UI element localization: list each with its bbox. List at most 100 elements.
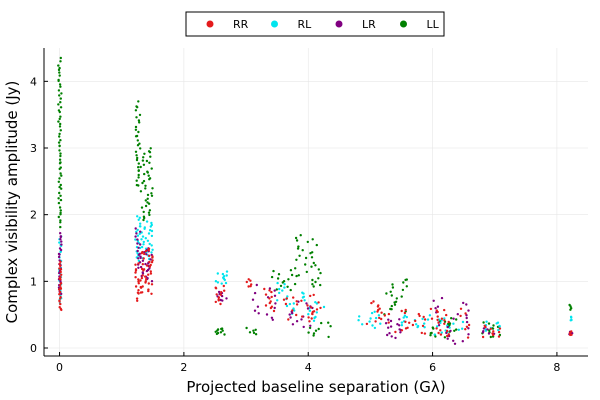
- data-point: [373, 326, 377, 330]
- data-point: [142, 257, 145, 260]
- data-point: [387, 318, 390, 321]
- data-point: [277, 273, 281, 276]
- data-point: [289, 288, 292, 292]
- data-point: [148, 260, 151, 264]
- data-point: [217, 290, 221, 294]
- data-point: [58, 267, 61, 270]
- data-point: [423, 318, 427, 321]
- data-point: [420, 331, 423, 335]
- data-point: [426, 318, 430, 321]
- data-point: [436, 315, 439, 318]
- data-point: [405, 278, 408, 281]
- data-point: [415, 323, 418, 326]
- data-point: [254, 328, 257, 331]
- data-point: [139, 230, 142, 233]
- data-point: [150, 223, 153, 227]
- data-point: [224, 281, 228, 285]
- data-point: [447, 320, 450, 324]
- data-point: [252, 329, 255, 332]
- data-point: [150, 280, 154, 283]
- data-point: [268, 287, 272, 290]
- data-point: [265, 313, 269, 316]
- data-point: [217, 296, 221, 299]
- data-point: [309, 294, 312, 298]
- data-point: [417, 312, 420, 316]
- data-point: [137, 257, 140, 260]
- data-point: [300, 318, 303, 321]
- data-point: [291, 323, 295, 326]
- data-point: [257, 312, 260, 315]
- data-point: [134, 150, 138, 153]
- data-point: [57, 141, 61, 144]
- data-point: [135, 134, 139, 138]
- data-point: [141, 263, 144, 266]
- data-point: [142, 179, 146, 183]
- data-point: [275, 288, 278, 291]
- data-point: [370, 311, 374, 315]
- data-point: [317, 268, 320, 271]
- data-point: [443, 336, 447, 339]
- data-point: [428, 314, 432, 317]
- data-point: [314, 315, 317, 319]
- data-point: [570, 333, 573, 336]
- data-point: [57, 64, 60, 67]
- data-point: [144, 199, 147, 202]
- data-point: [489, 335, 492, 339]
- data-point: [149, 155, 152, 158]
- data-point: [311, 251, 314, 254]
- data-point: [279, 284, 283, 288]
- data-point: [430, 317, 434, 320]
- data-point: [141, 181, 144, 185]
- data-point: [372, 300, 375, 303]
- data-point: [59, 154, 62, 158]
- data-point: [136, 238, 139, 241]
- data-point: [295, 274, 298, 278]
- data-point: [297, 274, 300, 277]
- data-point: [357, 319, 360, 322]
- data-point: [57, 89, 61, 92]
- data-point: [143, 172, 146, 176]
- data-point: [276, 277, 280, 280]
- data-point: [136, 139, 139, 142]
- data-point: [288, 302, 292, 306]
- data-point: [391, 283, 394, 286]
- data-point: [59, 129, 62, 132]
- data-point: [148, 161, 151, 164]
- data-point: [58, 66, 61, 70]
- data-point: [295, 313, 298, 317]
- data-point: [60, 240, 63, 243]
- data-point: [358, 315, 361, 318]
- data-point: [310, 317, 313, 320]
- data-point: [59, 260, 62, 263]
- data-point: [269, 300, 272, 303]
- data-point: [59, 295, 62, 299]
- data-point: [295, 320, 299, 323]
- data-point: [59, 225, 62, 229]
- data-point: [390, 335, 393, 338]
- data-point: [135, 179, 138, 182]
- data-point: [146, 239, 150, 242]
- data-point: [58, 149, 61, 152]
- data-point: [297, 245, 300, 248]
- data-point: [216, 281, 220, 284]
- data-point: [314, 280, 317, 284]
- series-lr: [57, 227, 574, 345]
- data-point: [147, 254, 151, 257]
- data-point: [146, 201, 149, 204]
- data-point: [138, 121, 141, 124]
- data-point: [137, 278, 140, 281]
- data-point: [319, 306, 322, 310]
- data-point: [274, 302, 277, 305]
- data-point: [404, 320, 407, 323]
- data-point: [299, 234, 302, 237]
- data-point: [361, 323, 364, 326]
- data-point: [384, 322, 388, 325]
- data-point: [147, 282, 150, 285]
- data-point: [377, 314, 381, 317]
- data-point: [286, 295, 289, 298]
- data-point: [268, 289, 271, 292]
- data-point: [465, 303, 468, 306]
- data-point: [273, 289, 276, 292]
- data-point: [311, 283, 314, 286]
